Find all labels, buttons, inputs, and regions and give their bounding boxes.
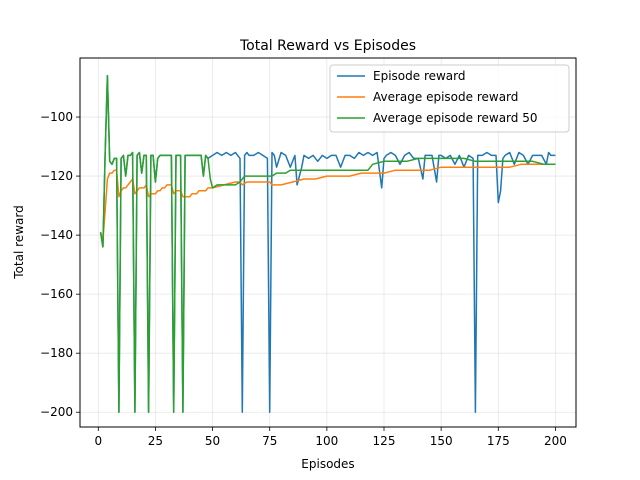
x-axis-label: Episodes <box>301 457 354 471</box>
series-line-2 <box>99 163 556 242</box>
y-axis: −200 −180 −160 −140 −120 −100 <box>40 110 80 419</box>
x-tick-label: 75 <box>262 434 277 448</box>
x-tick-label: 175 <box>487 434 510 448</box>
y-tick-label: −100 <box>40 110 73 124</box>
legend-label-1: Episode reward <box>373 69 466 83</box>
x-tick-label: 125 <box>373 434 396 448</box>
series-group <box>99 74 556 413</box>
plot-frame <box>79 57 577 428</box>
x-tick-label: 100 <box>315 434 338 448</box>
x-tick-label: 0 <box>94 434 102 448</box>
legend-label-3: Average episode reward 50 <box>373 111 537 125</box>
legend-label-2: Average episode reward <box>373 90 518 104</box>
x-tick-label: 200 <box>544 434 567 448</box>
y-tick-label: −160 <box>40 287 73 301</box>
y-tick-label: −120 <box>40 169 73 183</box>
y-tick-label: −140 <box>40 228 73 242</box>
x-tick-label: 25 <box>148 434 163 448</box>
chart-title: Total Reward vs Episodes <box>239 38 416 54</box>
x-axis: 0 25 50 75 100 125 150 175 200 <box>94 427 567 448</box>
legend-box <box>329 64 570 133</box>
y-axis-label: Total reward <box>12 205 26 279</box>
y-tick-label: −200 <box>40 405 73 419</box>
x-tick-label: 50 <box>205 434 220 448</box>
x-tick-label: 150 <box>430 434 453 448</box>
legend: Episode reward Average episode reward Aver… <box>329 64 570 133</box>
y-tick-label: −180 <box>40 346 73 360</box>
series-line-3 <box>99 74 556 413</box>
